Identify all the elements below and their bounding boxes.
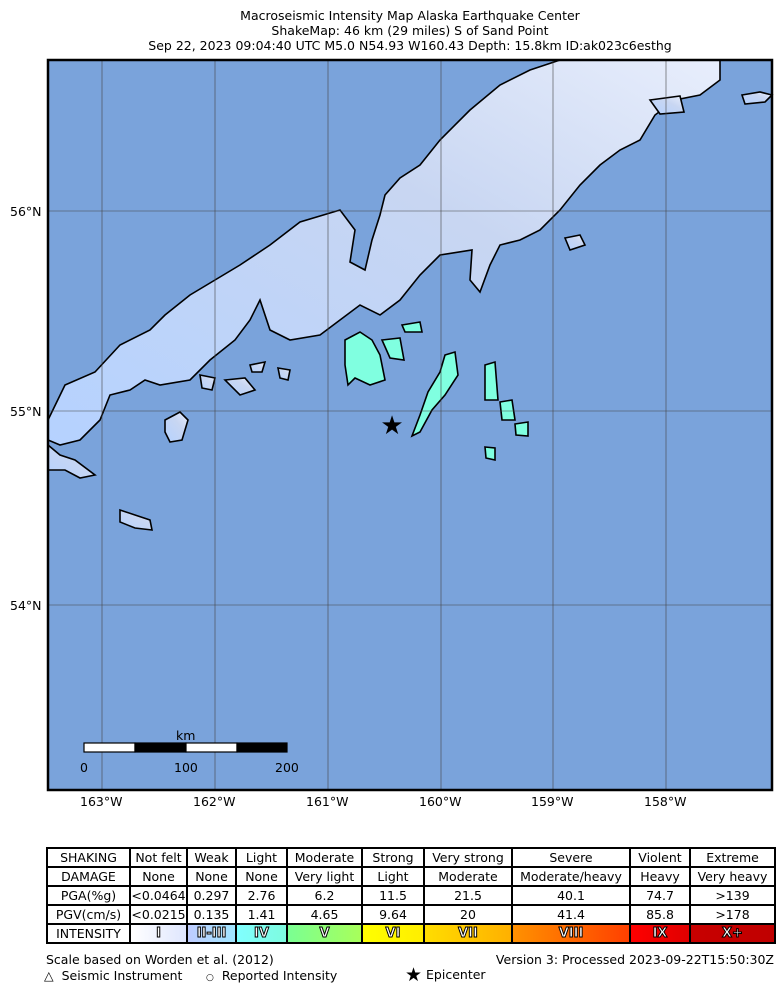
legend-cell: 1.41 — [235, 904, 288, 925]
legend-cell: Very light — [286, 866, 363, 887]
legend-cell: 0.135 — [186, 904, 237, 925]
lat-label: 56°N — [10, 204, 42, 219]
row-label: PGV(cm/s) — [46, 904, 131, 925]
legend-cell: Light — [235, 847, 288, 868]
scale-tick: 100 — [174, 760, 198, 775]
intensity-legend-table: SHAKING Not felt Weak Light Moderate Strong Ve… — [46, 847, 776, 944]
intensity-swatch: VI — [361, 923, 425, 944]
legend-label: Seismic Instrument — [61, 968, 183, 983]
intensity-map: ★ — [46, 58, 774, 792]
legend-cell: Violent — [629, 847, 691, 868]
legend-cell: Moderate/heavy — [511, 866, 631, 887]
graticule — [48, 60, 772, 790]
star-icon: ★ — [405, 964, 423, 986]
legend-cell: Moderate — [423, 866, 513, 887]
lon-label: 158°W — [644, 794, 687, 809]
legend-cell: 41.4 — [511, 904, 631, 925]
intensity-swatch: V — [286, 923, 363, 944]
epicenter-legend: ★ Epicenter — [405, 964, 486, 986]
legend-row: SHAKING Not felt Weak Light Moderate Strong Ve… — [46, 847, 776, 868]
legend-cell: Light — [361, 866, 425, 887]
intensity-iv-islands — [344, 321, 529, 461]
intensity-swatch: VII — [423, 923, 513, 944]
intensity-swatch: X+ — [689, 923, 776, 944]
legend-cell: 4.65 — [286, 904, 363, 925]
legend-label: Reported Intensity — [221, 968, 338, 983]
intensity-swatch: VIII — [511, 923, 631, 944]
scale-note: Scale based on Worden et al. (2012) — [46, 952, 274, 967]
legend-cell: 11.5 — [361, 885, 425, 906]
legend-row: DAMAGE None None None Very light Light Moderat… — [46, 866, 776, 887]
scale-bar — [83, 742, 288, 753]
intensity-swatch: II-III — [186, 923, 237, 944]
ocean — [48, 60, 772, 790]
scale-tick: 0 — [80, 760, 88, 775]
title-line-1: Macroseismic Intensity Map Alaska Earthq… — [240, 8, 580, 23]
version-note: Version 3: Processed 2023-09-22T15:50:30… — [495, 952, 774, 967]
lon-label: 161°W — [306, 794, 349, 809]
land — [47, 59, 774, 531]
legend-cell: 21.5 — [423, 885, 513, 906]
legend-cell: Moderate — [286, 847, 363, 868]
legend-cell: 0.297 — [186, 885, 237, 906]
legend-cell: Not felt — [129, 847, 188, 868]
legend-cell: 20 — [423, 904, 513, 925]
legend-cell: Strong — [361, 847, 425, 868]
intensity-row: INTENSITY I II-III IV V VI VII VIII IX X+ — [46, 923, 776, 944]
legend-cell: 2.76 — [235, 885, 288, 906]
legend-label: Epicenter — [426, 967, 486, 982]
legend-cell: <0.0464 — [129, 885, 188, 906]
lon-label: 159°W — [531, 794, 574, 809]
lon-label: 163°W — [80, 794, 123, 809]
legend-cell: None — [129, 866, 188, 887]
title-line-3: Sep 22, 2023 09:04:40 UTC M5.0 N54.93 W1… — [148, 38, 672, 53]
row-label: SHAKING — [46, 847, 131, 868]
epicenter-star-icon: ★ — [380, 411, 403, 441]
lon-label: 160°W — [419, 794, 462, 809]
legend-cell: Extreme — [689, 847, 776, 868]
legend-cell: Severe — [511, 847, 631, 868]
legend-cell: 85.8 — [629, 904, 691, 925]
intensity-swatch: IV — [235, 923, 288, 944]
lat-label: 54°N — [10, 598, 42, 613]
legend-cell: 6.2 — [286, 885, 363, 906]
legend-cell: None — [186, 866, 237, 887]
scale-tick: 200 — [275, 760, 299, 775]
intensity-swatch: IX — [629, 923, 691, 944]
legend-cell: >139 — [689, 885, 776, 906]
map-title: Macroseismic Intensity Map Alaska Earthq… — [0, 8, 784, 53]
intensity-swatch: I — [129, 923, 188, 944]
legend-row: PGA(%g) <0.0464 0.297 2.76 6.2 11.5 21.5 40.1 74… — [46, 885, 776, 906]
legend-cell: Heavy — [629, 866, 691, 887]
legend-cell: 40.1 — [511, 885, 631, 906]
legend-cell: 9.64 — [361, 904, 425, 925]
seismic-instrument-legend: △ Seismic Instrument — [44, 968, 182, 983]
legend-cell: None — [235, 866, 288, 887]
lon-label: 162°W — [193, 794, 236, 809]
legend-cell: >178 — [689, 904, 776, 925]
reported-intensity-legend: ○ Reported Intensity — [206, 968, 337, 983]
circle-icon: ○ — [206, 973, 214, 983]
triangle-icon: △ — [44, 968, 54, 983]
map-frame — [46, 58, 774, 792]
scale-unit: km — [176, 728, 196, 743]
title-line-2: ShakeMap: 46 km (29 miles) S of Sand Poi… — [271, 23, 549, 38]
row-label: INTENSITY — [46, 923, 131, 944]
legend-cell: Very heavy — [689, 866, 776, 887]
legend-cell: <0.0215 — [129, 904, 188, 925]
legend-row: PGV(cm/s) <0.0215 0.135 1.41 4.65 9.64 20 41.4 8… — [46, 904, 776, 925]
legend-cell: Weak — [186, 847, 237, 868]
row-label: DAMAGE — [46, 866, 131, 887]
legend-cell: 74.7 — [629, 885, 691, 906]
lat-label: 55°N — [10, 404, 42, 419]
legend-cell: Very strong — [423, 847, 513, 868]
row-label: PGA(%g) — [46, 885, 131, 906]
